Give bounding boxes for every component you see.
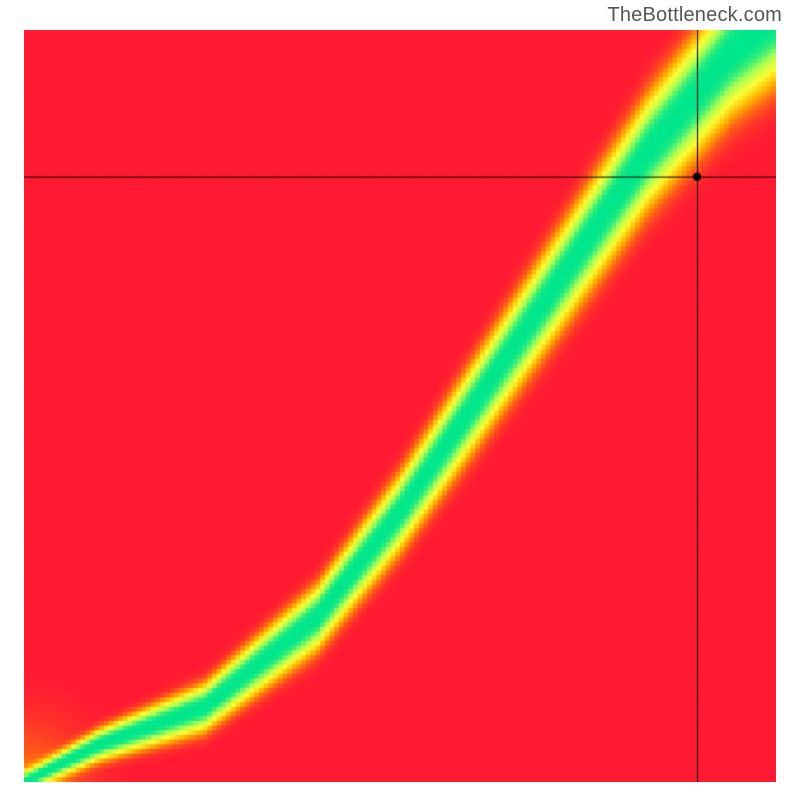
bottleneck-heatmap xyxy=(24,30,776,782)
plot-area xyxy=(24,30,776,782)
root: TheBottleneck.com xyxy=(0,0,800,800)
attribution-label: TheBottleneck.com xyxy=(607,4,782,27)
